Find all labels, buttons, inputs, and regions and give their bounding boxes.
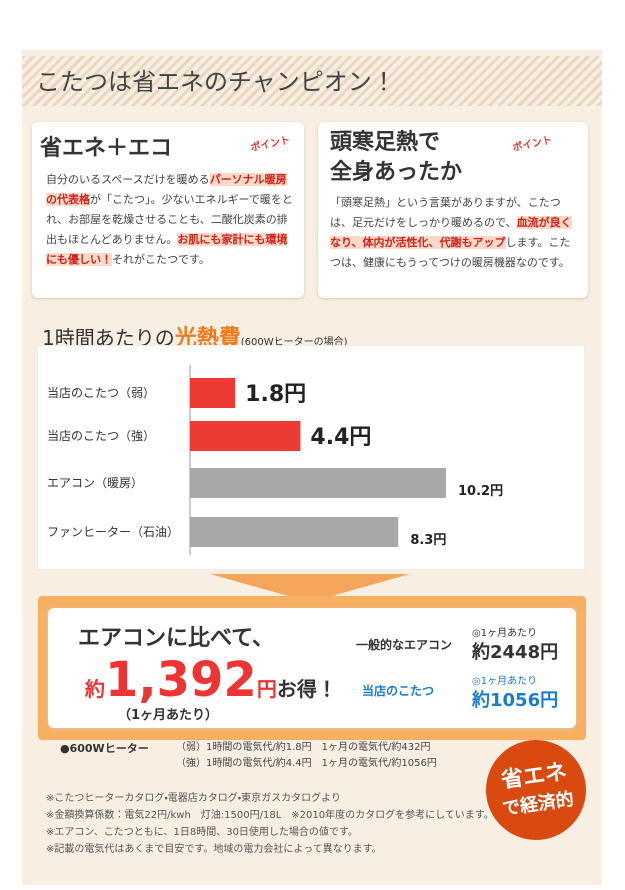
savings-amount: 約1,392円お得！ [85,652,337,708]
bar [190,421,301,451]
compare-label: 一般的なエアコン [356,638,453,652]
category-label: ファンヒーター（石油） [47,525,179,539]
point-box [318,122,588,298]
footnote: ※エアコン、こたつともに、1日8時間、30日使用した場合の値です。 [46,827,358,838]
heater-label: ●600Wヒーター [60,742,149,755]
text-run: 「頭寒足熱」という言葉がありますが、こたつは、足元だけをしっかり暖めるので、 [330,196,561,229]
box-title: 頭寒足熱で全身あったか [330,128,462,188]
value-label: 10.2円 [458,484,503,499]
subtitle: (600Wヒーターの場合) [240,337,348,348]
text-run: 自分のいるスペースだけを暖める [46,173,210,186]
footnote: ※こたつヒーターカタログ・電器店カタログ・東京ガスカタログより [46,793,341,804]
text-run: が「こたつ」。少ないエネルギーで暖をとれ、お部屋を乾燥させることも、二酸化炭素の… [46,193,293,246]
footnote: ※金額換算係数：電気22円/kwh 灯油:1500円/18L ※2010年度のカ… [46,810,494,821]
amount: 1,392 [105,652,257,708]
footnotes: ※こたつヒーターカタログ・電器店カタログ・東京ガスカタログより ※金額換算係数：電… [46,790,494,858]
category-label: エアコン（暖房） [47,476,143,490]
box-body: 自分のいるスペースだけを暖めるパーソナル暖房の代表格が「こたつ」。少ないエネルギ… [46,170,296,270]
category-label: 当店のこたつ（強） [47,429,155,443]
bar [190,378,236,408]
box-title: 省エネ＋エコ [40,136,173,161]
compare-price: 約2448円 [472,642,559,663]
unit: 円 [256,677,277,701]
savings-inner [48,608,576,728]
arrow-shape [210,574,410,602]
compare-price: 約1056円 [472,690,559,711]
footnote: ※記載の電気代はあくまで目安です。地域の電力会社によって異なります。 [46,844,382,855]
value-label: 8.3円 [410,533,446,548]
bar [190,517,399,547]
title-line: 頭寒足熱で [330,130,441,155]
arrow [210,574,410,602]
point-box [32,122,304,298]
box-body: 「頭寒足熱」という言葉がありますが、こたつは、足元だけをしっかり暖めるので、血流… [330,193,575,273]
title-line: 全身あったか [330,160,463,185]
cell: （強）1時間の電気代/約4.4円 [176,758,312,769]
compare-period: ◎1ヶ月あたり [472,676,538,687]
category-label: 当店のこたつ（弱） [47,386,155,400]
compare-label: 当店のこたつ [362,684,435,698]
heater-table: （弱）1時間の電気代/約1.8円 1ヶ月の電気代/約432円 （強）1時間の電気… [176,740,437,772]
cell: 1ヶ月の電気代/約1056円 [321,758,437,769]
text-run: それがこたつです。 [112,253,210,266]
cell: 1ヶ月の電気代/約432円 [321,742,431,753]
bar [190,468,446,498]
suffix: お得！ [276,677,337,701]
compare-period: ◎1ヶ月あたり [472,628,538,639]
header-band [22,56,602,106]
value-label: 1.8円 [245,382,306,407]
cell: （弱）1時間の電気代/約1.8円 [176,742,312,753]
prefix: 約 [85,677,105,701]
savings-note: （1ヶ月あたり） [118,708,219,723]
header-title: こたつは省エネのチャンピオン！ [36,68,396,96]
value-label: 4.4円 [310,425,371,450]
text-run: します。こたつは、健康にもうってつけの暖房機器なのです。 [330,236,571,269]
savings-lead: エアコンに比べて、 [78,626,275,651]
